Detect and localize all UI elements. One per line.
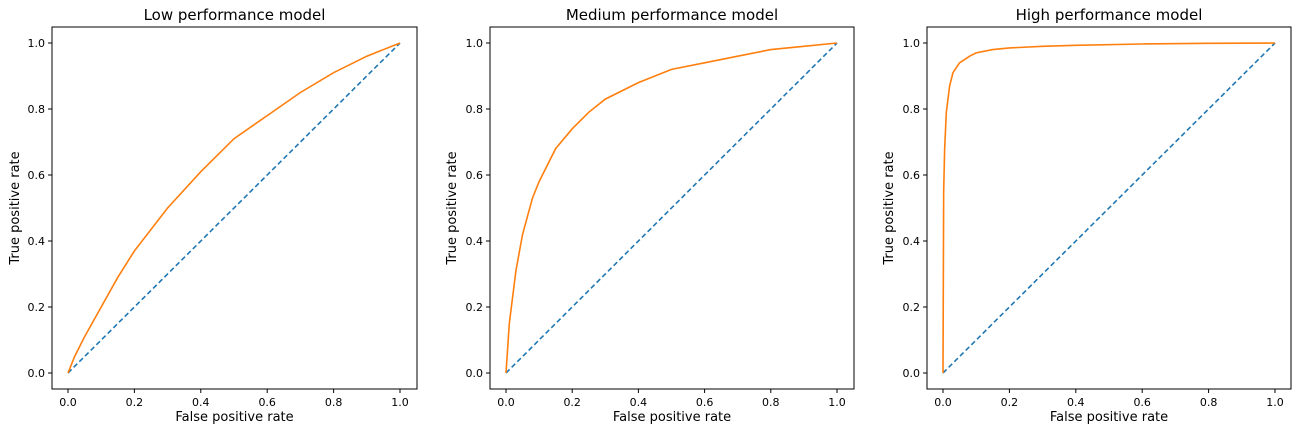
x-tick-label: 1.0 — [1266, 396, 1284, 409]
y-tick-label: 0.4 — [466, 235, 484, 248]
y-tick-label: 0.6 — [903, 169, 921, 182]
x-tick-label: 0.4 — [192, 396, 210, 409]
x-tick-label: 1.0 — [828, 396, 846, 409]
x-tick-label: 1.0 — [391, 396, 409, 409]
x-tick-label: 0.2 — [1001, 396, 1019, 409]
panel-medium-performance: Medium performance model False positive … — [445, 6, 855, 425]
x-tick-label: 0.4 — [630, 396, 648, 409]
y-tick-label: 0.4 — [903, 235, 921, 248]
x-tick-label: 0.0 — [59, 396, 77, 409]
axis-ticks: 0.0 0.2 0.4 0.6 0.8 1.0 0.0 0.2 0.4 0.6 0.8 1.0 — [466, 37, 846, 409]
y-axis-label: True positive rate — [8, 151, 23, 265]
roc-curve — [942, 42, 1276, 374]
x-tick-label: 0.8 — [1200, 396, 1218, 409]
x-tick-label: 0.2 — [126, 396, 144, 409]
chance-diagonal-line — [505, 42, 838, 374]
y-tick-label: 1.0 — [903, 37, 921, 50]
y-tick-label: 0.8 — [903, 103, 921, 116]
y-tick-label: 0.2 — [466, 301, 484, 314]
x-tick-label: 0.2 — [563, 396, 581, 409]
x-tick-label: 0.4 — [1067, 396, 1085, 409]
y-tick-label: 0.8 — [28, 103, 46, 116]
roc-curve — [505, 42, 838, 374]
y-tick-label: 0.2 — [28, 301, 46, 314]
chart-title: Medium performance model — [566, 6, 778, 24]
y-tick-label: 0.2 — [903, 301, 921, 314]
series-lines — [67, 42, 401, 374]
y-tick-label: 0.8 — [466, 103, 484, 116]
axis-ticks: 0.0 0.2 0.4 0.6 0.8 1.0 0.0 0.2 0.4 0.6 0.8 1.0 — [28, 37, 409, 409]
panel-high-performance: High performance model False positive ra… — [882, 6, 1292, 425]
panel-low-performance: Low performance model False positive rat… — [8, 6, 418, 425]
y-tick-label: 1.0 — [466, 37, 484, 50]
chart-title: Low performance model — [144, 6, 326, 24]
y-axis-label: True positive rate — [445, 151, 460, 265]
x-tick-label: 0.6 — [696, 396, 714, 409]
chart-title: High performance model — [1016, 6, 1203, 24]
x-tick-label: 0.8 — [762, 396, 780, 409]
x-axis-label: False positive rate — [613, 410, 731, 425]
y-axis-label: True positive rate — [882, 151, 897, 265]
x-tick-label: 0.0 — [497, 396, 515, 409]
y-tick-label: 0.0 — [28, 367, 46, 380]
x-tick-label: 0.8 — [325, 396, 343, 409]
y-tick-label: 0.0 — [466, 367, 484, 380]
y-tick-label: 0.0 — [903, 367, 921, 380]
chance-diagonal-line — [942, 42, 1276, 374]
series-lines — [942, 42, 1276, 374]
x-axis-label: False positive rate — [1050, 410, 1168, 425]
x-tick-label: 0.6 — [258, 396, 276, 409]
axis-ticks: 0.0 0.2 0.4 0.6 0.8 1.0 0.0 0.2 0.4 0.6 0.8 1.0 — [903, 37, 1284, 409]
series-lines — [505, 42, 838, 374]
x-tick-label: 0.0 — [934, 396, 952, 409]
y-tick-label: 0.6 — [28, 169, 46, 182]
y-tick-label: 0.4 — [28, 235, 46, 248]
y-tick-label: 0.6 — [466, 169, 484, 182]
chance-diagonal-line — [67, 42, 401, 374]
y-tick-label: 1.0 — [28, 37, 46, 50]
roc-curve — [67, 42, 401, 374]
x-axis-label: False positive rate — [175, 410, 293, 425]
x-tick-label: 0.6 — [1133, 396, 1151, 409]
